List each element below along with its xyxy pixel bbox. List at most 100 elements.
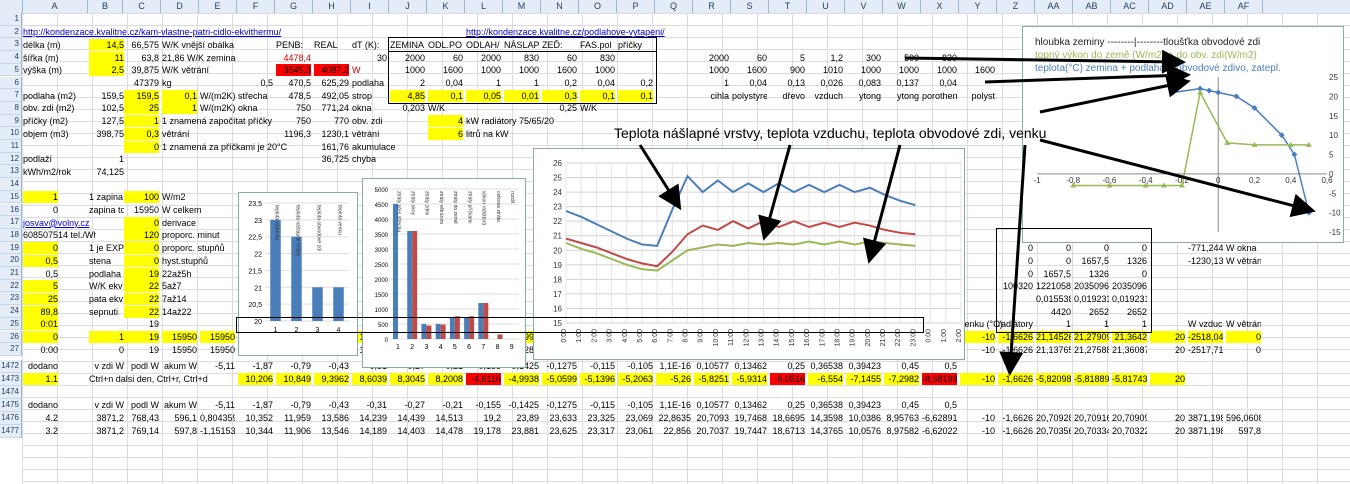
cell-v6[interactable]: 0,083 (858, 78, 881, 88)
cell-z33[interactable]: -1,6626 (1002, 426, 1033, 437)
row-header-1473[interactable]: 1473 (0, 372, 22, 386)
cell-v32[interactable]: 10,0386 (848, 413, 881, 424)
cell-i7[interactable]: strop (352, 90, 373, 101)
cell-aa33[interactable]: 20,70356 (1036, 426, 1071, 437)
cell-x29[interactable]: -8,68199 (922, 373, 957, 386)
cell-k5[interactable]: 1600 (442, 65, 463, 76)
cell-t33[interactable]: 18,6713 (772, 426, 805, 437)
cell-m4[interactable]: 830 (523, 52, 539, 63)
cell-p33[interactable]: 23,061 (625, 426, 653, 437)
cell-d4[interactable]: 21,86 W/K zemina (162, 52, 236, 63)
cell-a4[interactable]: šířka (m) (23, 52, 59, 63)
cell-o8[interactable]: W/K (580, 103, 597, 114)
row-header-1[interactable]: 1 (0, 13, 22, 26)
cell-h29[interactable]: 9,3962 (314, 373, 349, 386)
link-podlahove-vytapeni[interactable]: http://kondenzace.kvalitne.cz/podlahove-… (466, 27, 665, 38)
cell-z32[interactable]: -1,6626 (1002, 413, 1033, 424)
cell-x28[interactable]: 0,5 (944, 361, 957, 372)
cell-a29[interactable]: 1.1 (23, 373, 58, 386)
cell-t4[interactable]: 5 (799, 52, 805, 63)
cell-ac24[interactable]: 2652 (1126, 306, 1147, 317)
cell-af19[interactable]: W okna (1226, 243, 1257, 254)
cell-c17[interactable]: 0 (124, 216, 159, 229)
cell-af26[interactable]: 0 (1226, 331, 1261, 343)
cell-m29[interactable]: -4,9938 (504, 373, 539, 386)
row-header-24[interactable]: 24 (0, 305, 22, 318)
cell-o6[interactable]: 0,04 (597, 78, 615, 88)
cell-y7[interactable]: polyst (971, 90, 995, 101)
cell-c15[interactable]: 100 (124, 191, 159, 204)
cell-l4[interactable]: 2000 (480, 52, 501, 63)
cell-s6[interactable]: 0,04 (749, 78, 767, 88)
cell-j5[interactable]: 1000 (404, 65, 425, 76)
cell-c28[interactable]: podl W (130, 361, 159, 372)
cell-ab22[interactable]: 2035096 (1074, 281, 1109, 292)
cell-t31[interactable]: 0,25 (787, 400, 805, 411)
cell-a27[interactable]: 0:00 (40, 344, 58, 355)
cell-c24[interactable]: 22 (124, 305, 159, 318)
row-header-8[interactable]: 8 (0, 101, 22, 115)
cell-u28[interactable]: 0,36538 (810, 361, 843, 372)
cell-d9[interactable]: 1 znamená započítat příčky (162, 116, 273, 127)
cell-ac25[interactable]: 1 (1141, 319, 1147, 330)
cell-s5[interactable]: 1600 (746, 65, 767, 76)
cell-p3[interactable]: příčky (618, 39, 643, 50)
cell-b20[interactable]: stena (89, 255, 112, 266)
cell-ac21[interactable]: 0 (1141, 268, 1147, 279)
column-header-o[interactable]: O (579, 0, 617, 13)
heat-loss-bar-chart[interactable]: 5000 4500 4000 3500 3000 2500 2000 1500 1000 500 0… (362, 178, 526, 368)
cell-s29[interactable]: -5,9314 (732, 373, 767, 386)
cell-ab20[interactable]: 1657,5 (1081, 255, 1109, 266)
cell-ad27[interactable]: 20 (1174, 344, 1185, 355)
cell-b22[interactable]: W/K ekv (89, 281, 123, 292)
row-header-13[interactable]: 13 (0, 165, 22, 179)
cell-r33[interactable]: 20,7037 (696, 426, 729, 437)
cell-b21[interactable]: podlaha (89, 268, 122, 279)
cell-b3[interactable]: 14,5 (89, 38, 124, 51)
cell-ac26[interactable]: 21,3642 (1112, 331, 1147, 343)
cell-d27[interactable]: 15950 (171, 344, 197, 355)
column-header-e[interactable]: E (199, 0, 237, 13)
column-header-w[interactable]: W (883, 0, 921, 13)
cell-d6[interactable]: kg (162, 78, 172, 88)
cell-t28[interactable]: 0,25 (787, 361, 805, 372)
cell-r28[interactable]: 0,10577 (696, 361, 729, 372)
cell-b29[interactable]: Ctrl+n dalsi den, Ctrl+r, Ctrl+d (89, 374, 208, 385)
column-header-n[interactable]: N (541, 0, 579, 13)
cell-ab23[interactable]: 0,019231 (1074, 293, 1109, 304)
cell-c11[interactable]: 0 (124, 140, 159, 153)
cell-x6[interactable]: 0,04 (939, 78, 957, 88)
cell-d33[interactable]: 597,8 (174, 426, 197, 437)
cell-d3[interactable]: W/K vnější obálka (162, 39, 235, 50)
cell-aa23[interactable]: 0,015538 (1036, 293, 1071, 304)
column-header-z[interactable]: Z (997, 0, 1035, 13)
cell-j4[interactable]: 2000 (404, 52, 425, 63)
cell-v33[interactable]: 10,0576 (848, 426, 881, 437)
row-header-5[interactable]: 5 (0, 63, 22, 77)
cell-g9[interactable]: 750 (295, 116, 311, 127)
cell-l33[interactable]: 19,178 (473, 426, 501, 437)
cell-l9[interactable]: kW radiátory 75/65/20 (466, 116, 555, 127)
cell-ad29[interactable]: 20 (1150, 373, 1185, 386)
cell-a12[interactable]: podlaží (23, 154, 53, 165)
cell-c5[interactable]: 39,875 (131, 65, 159, 76)
row-header-16[interactable]: 16 (0, 203, 22, 217)
cell-a31[interactable]: dodano (27, 400, 58, 411)
cell-ae32[interactable]: 3871,198 (1188, 413, 1223, 424)
cell-f32[interactable]: 10,352 (245, 413, 273, 424)
cell-d28[interactable]: akum W (163, 361, 197, 372)
cell-d18[interactable]: proporc. minut (162, 230, 220, 241)
cell-e27[interactable]: 15950 (209, 344, 235, 355)
cell-d23[interactable]: 7až14 (162, 293, 187, 304)
cell-n5[interactable]: 1600 (556, 65, 577, 76)
cell-y27[interactable]: -10 (981, 344, 995, 355)
column-header-s[interactable]: S (731, 0, 769, 13)
cell-p31[interactable]: -0,105 (627, 400, 653, 411)
cell-h12[interactable]: 36,725 (321, 154, 349, 165)
cell-af32[interactable]: 596,0608 (1226, 413, 1261, 424)
cell-y32[interactable]: -10 (981, 413, 995, 424)
cell-h11[interactable]: 161,76 (321, 141, 349, 152)
cell-ab19[interactable]: 0 (1103, 243, 1109, 254)
cell-b26[interactable]: 1 (89, 331, 124, 343)
cell-ac20[interactable]: 1326 (1126, 255, 1147, 266)
